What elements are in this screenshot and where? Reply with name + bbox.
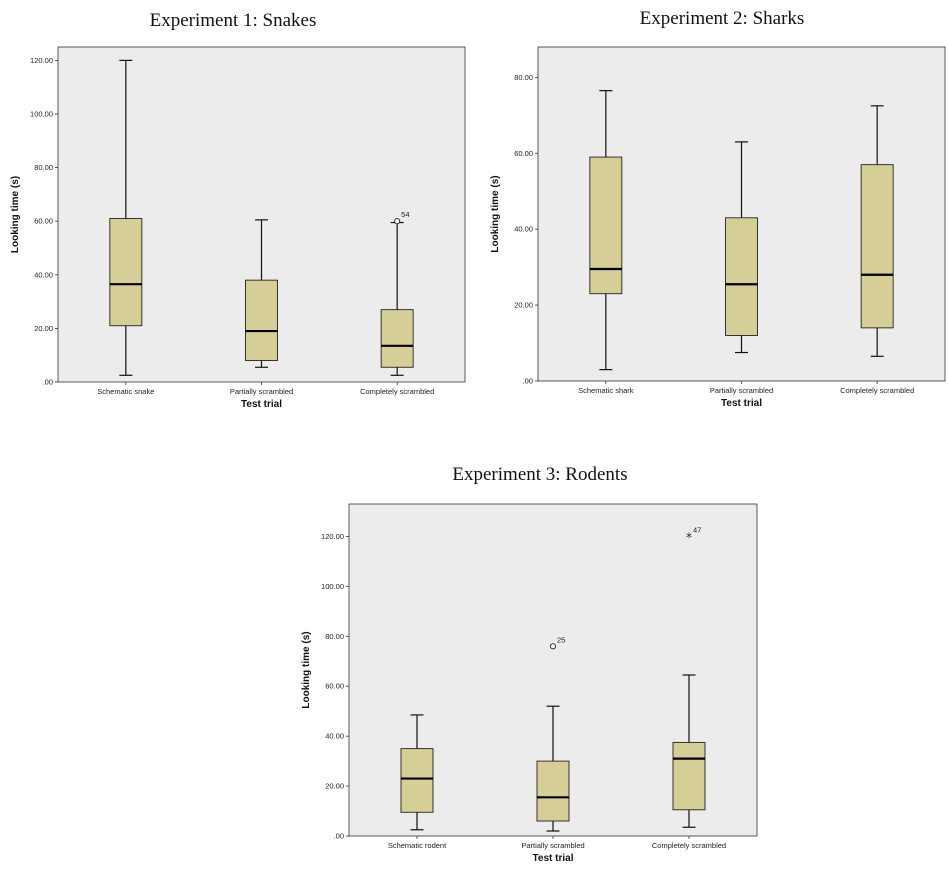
y-axis-label: Looking time (s) <box>10 176 21 253</box>
outlier-point <box>394 218 401 225</box>
y-tick-label: .00 <box>43 378 53 387</box>
y-tick-label: 60.00 <box>325 682 344 691</box>
y-tick-label: 40.00 <box>34 270 53 279</box>
box <box>400 748 434 813</box>
y-tick-label: 80.00 <box>325 632 344 641</box>
x-tick-label: Schematic rodent <box>388 841 447 850</box>
chart-title: Experiment 3: Rodents <box>452 464 628 485</box>
box <box>725 217 758 336</box>
y-axis-label: Looking time (s) <box>301 631 312 708</box>
outlier-label: 25 <box>557 635 565 644</box>
y-tick-label: 60.00 <box>34 217 53 226</box>
outlier-label: 54 <box>401 210 409 219</box>
x-tick-label: Partially scrambled <box>521 841 584 850</box>
x-tick-label: Completely scrambled <box>360 387 434 396</box>
y-tick-label: 120.00 <box>30 56 53 65</box>
x-axis-label: Test trial <box>721 398 762 409</box>
y-axis-label: Looking time (s) <box>490 175 501 252</box>
y-tick-label: .00 <box>334 832 344 841</box>
outlier-point <box>549 643 557 650</box>
outlier-label: 47 <box>693 525 701 534</box>
box <box>245 279 278 362</box>
x-tick-label: Completely scrambled <box>652 841 726 850</box>
box <box>589 156 623 295</box>
y-tick-label: 20.00 <box>34 324 53 333</box>
chart-title: Experiment 2: Sharks <box>639 8 805 29</box>
y-tick-label: 40.00 <box>325 732 344 741</box>
box <box>109 218 143 327</box>
x-tick-label: Partially scrambled <box>230 387 293 396</box>
x-tick-label: Partially scrambled <box>710 386 773 395</box>
box <box>536 760 570 822</box>
y-tick-label: 60.00 <box>514 149 533 158</box>
box <box>380 309 414 368</box>
y-tick-label: 100.00 <box>30 110 53 119</box>
x-axis-label: Test trial <box>533 853 574 864</box>
x-axis-label: Test trial <box>241 399 282 410</box>
y-tick-label: 120.00 <box>321 532 344 541</box>
outlier-star: * <box>686 530 692 544</box>
y-tick-label: 100.00 <box>321 582 344 591</box>
x-tick-label: Completely scrambled <box>840 386 914 395</box>
y-tick-label: 80.00 <box>34 163 53 172</box>
y-tick-label: .00 <box>523 377 533 386</box>
x-tick-label: Schematic shark <box>578 386 634 395</box>
chart-title: Experiment 1: Snakes <box>149 10 317 31</box>
y-tick-label: 40.00 <box>514 225 533 234</box>
y-tick-label: 20.00 <box>325 782 344 791</box>
y-tick-label: 20.00 <box>514 301 533 310</box>
x-tick-label: Schematic snake <box>97 387 154 396</box>
box <box>860 164 894 329</box>
box <box>672 741 706 811</box>
y-tick-label: 80.00 <box>514 73 533 82</box>
